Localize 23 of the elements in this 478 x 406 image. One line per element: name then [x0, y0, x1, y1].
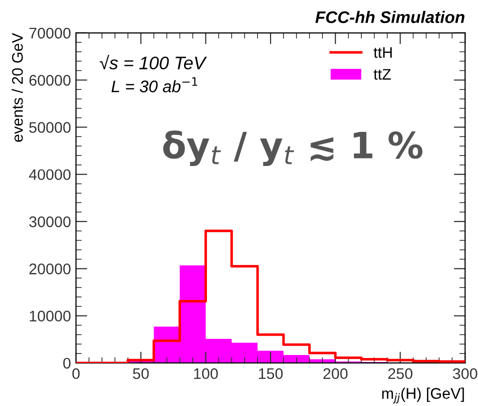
x-axis-title: m$_{jj}$(H) [GeV]	[382, 388, 464, 404]
y-tick-label: 20000	[29, 264, 71, 274]
annotation: L = 30 ab$^{−1}$	[112, 77, 198, 92]
y-tick-label: 0	[63, 358, 71, 369]
legend-label: ttH	[374, 47, 392, 58]
x-tick-label: 250	[388, 368, 412, 380]
y-axis-title: events / 20 GeV	[12, 32, 23, 142]
chart-title: FCC-hh Simulation	[315, 10, 464, 24]
x-tick-label: 300	[452, 368, 478, 380]
y-tick-label: 30000	[29, 216, 71, 228]
annotation: √s = 100 TeV	[100, 54, 207, 70]
x-tick-label: 50	[132, 368, 149, 380]
y-tick-label: 50000	[29, 122, 71, 133]
y-tick-label: 40000	[29, 169, 71, 180]
y-tick-label: 60000	[29, 74, 71, 86]
y-tick-label: 70000	[29, 28, 71, 39]
x-tick-label: 150	[258, 368, 283, 380]
x-tick-label: 100	[194, 368, 218, 380]
x-tick-label: 200	[323, 368, 348, 380]
x-tick-label: 0	[72, 368, 80, 380]
y-tick-label: 10000	[30, 310, 71, 322]
annotation: δy$_{t}$ / y$_{t}$ ≲ 1 %	[163, 130, 422, 166]
legend-label: ttZ	[374, 69, 391, 80]
